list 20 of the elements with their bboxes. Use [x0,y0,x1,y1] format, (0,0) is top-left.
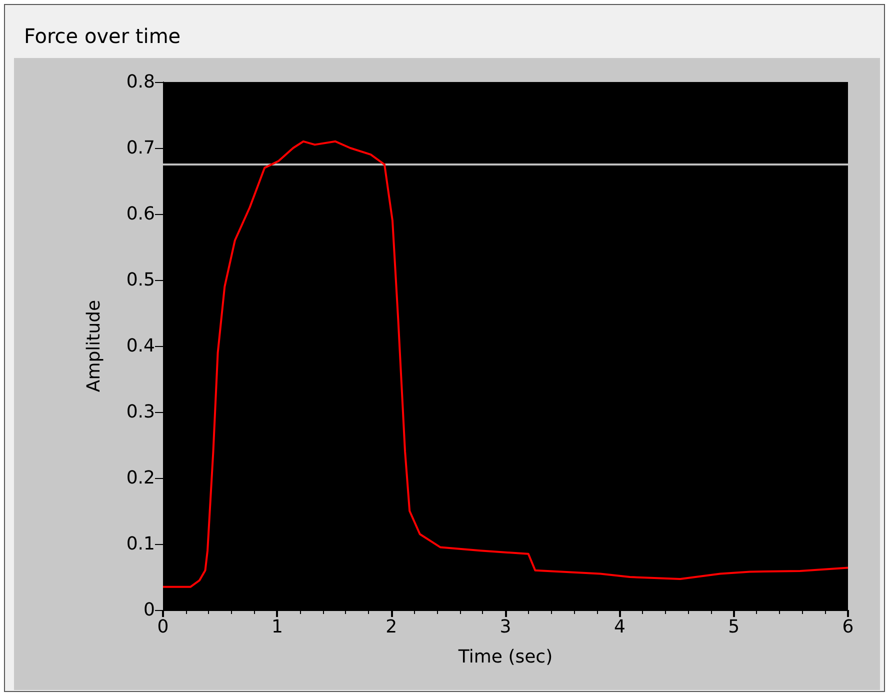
x-tick-label: 0 [157,616,169,638]
x-tick-label: 3 [500,616,512,638]
y-tick-label: 0 [144,600,155,620]
y-tick-label: 0.1 [126,534,155,554]
x-tick-label: 4 [614,616,626,638]
x-tick-label: 2 [386,616,398,638]
x-tick-label: 5 [728,616,740,638]
y-tick-label: 0.4 [126,336,155,356]
y-tick-label: 0.6 [126,204,155,224]
y-tick-label: 0.3 [126,402,155,422]
y-tick-label: 0.7 [126,138,155,158]
y-tick-label: 0.2 [126,468,155,488]
chart-title: Force over time [24,24,181,48]
y-tick-label: 0.5 [126,270,155,290]
y-tick-label: 0.8 [126,72,155,92]
x-tick-label: 1 [271,616,283,638]
x-axis-title: Time (sec) [457,646,553,668]
x-tick-label: 6 [842,616,854,638]
line-series [162,140,849,588]
y-axis-title: Amplitude [84,300,104,392]
